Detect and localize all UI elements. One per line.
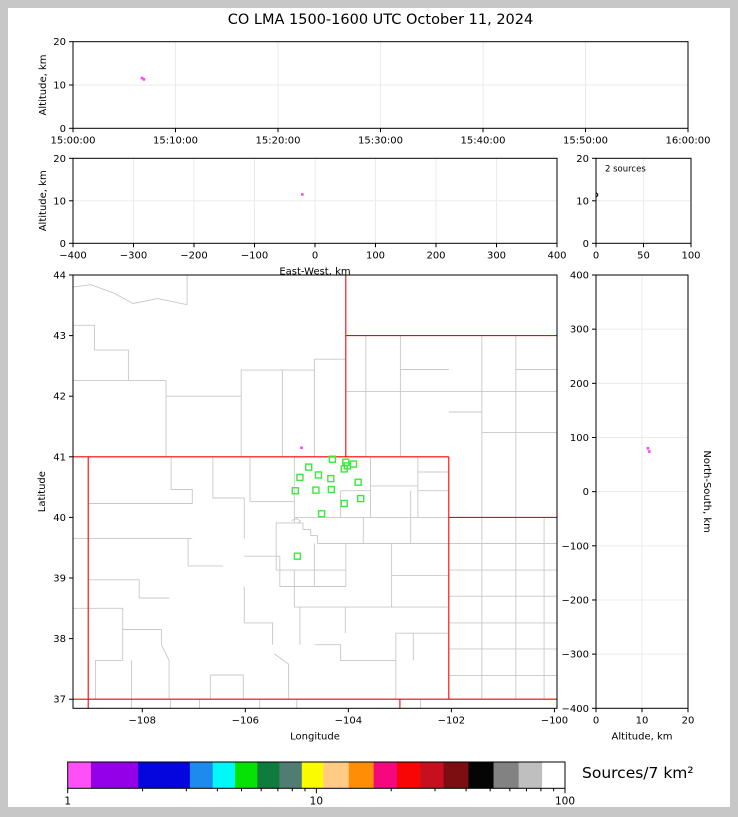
svg-text:−200: −200 bbox=[562, 595, 589, 606]
svg-text:42: 42 bbox=[53, 392, 66, 403]
svg-text:40: 40 bbox=[53, 513, 66, 524]
svg-text:37: 37 bbox=[53, 695, 66, 706]
svg-text:43: 43 bbox=[53, 331, 66, 342]
ns-height-panel: 0 10 20 400 300 200 100 0 −100 −200 −300 −400 Altitu… bbox=[562, 271, 712, 743]
svg-text:−100: −100 bbox=[241, 250, 268, 261]
svg-text:Longitude: Longitude bbox=[290, 731, 340, 742]
svg-text:15:00:00: 15:00:00 bbox=[51, 135, 96, 146]
svg-text:2 sources: 2 sources bbox=[605, 164, 646, 174]
svg-text:20: 20 bbox=[576, 154, 589, 165]
svg-text:−108: −108 bbox=[129, 715, 156, 726]
plot-title: CO LMA 1500-1600 UTC October 11, 2024 bbox=[227, 12, 534, 28]
svg-text:15:50:00: 15:50:00 bbox=[563, 135, 608, 146]
svg-text:100: 100 bbox=[570, 433, 589, 444]
svg-text:−400: −400 bbox=[562, 704, 589, 715]
svg-text:Altitude, km: Altitude, km bbox=[38, 55, 49, 116]
svg-text:15:20:00: 15:20:00 bbox=[256, 135, 301, 146]
svg-text:400: 400 bbox=[547, 250, 566, 261]
svg-text:−300: −300 bbox=[562, 650, 589, 661]
svg-text:−104: −104 bbox=[335, 715, 362, 726]
colorbar: 1 10 100 bbox=[64, 761, 575, 807]
svg-text:10: 10 bbox=[636, 715, 649, 726]
svg-text:0: 0 bbox=[593, 715, 599, 726]
ew-height-panel: −400 −300 −200 −100 0 100 200 300 400 0 10 20 East-W… bbox=[38, 154, 567, 277]
plan-view-map-panel: −108 −106 −104 −102 −100 37 38 39 40 41 42 43 44 Long… bbox=[37, 271, 568, 743]
svg-text:0: 0 bbox=[312, 250, 318, 261]
svg-text:1: 1 bbox=[64, 795, 71, 807]
colorbar-label: Sources/7 km² bbox=[582, 764, 694, 782]
svg-text:20: 20 bbox=[53, 154, 66, 165]
svg-text:20: 20 bbox=[682, 715, 695, 726]
svg-text:100: 100 bbox=[555, 795, 575, 807]
plot-page bbox=[8, 8, 730, 807]
svg-text:0: 0 bbox=[593, 250, 599, 261]
svg-text:−100: −100 bbox=[562, 541, 589, 552]
svg-text:North-South, km: North-South, km bbox=[701, 450, 712, 533]
svg-text:0: 0 bbox=[60, 239, 66, 250]
svg-text:300: 300 bbox=[487, 250, 506, 261]
time-height-panel: 15:00:00 15:10:00 15:20:00 15:30:00 15:40:00… bbox=[38, 37, 710, 146]
svg-text:10: 10 bbox=[310, 795, 323, 807]
svg-text:10: 10 bbox=[53, 81, 66, 92]
svg-text:0: 0 bbox=[583, 487, 589, 498]
svg-text:−100: −100 bbox=[541, 715, 568, 726]
svg-text:15:30:00: 15:30:00 bbox=[358, 135, 403, 146]
svg-text:0: 0 bbox=[583, 239, 589, 250]
svg-text:Altitude, km: Altitude, km bbox=[38, 170, 49, 231]
svg-text:16:00:00: 16:00:00 bbox=[666, 135, 711, 146]
svg-text:15:40:00: 15:40:00 bbox=[461, 135, 506, 146]
svg-text:38: 38 bbox=[53, 634, 66, 645]
svg-text:100: 100 bbox=[366, 250, 385, 261]
svg-text:0: 0 bbox=[60, 124, 66, 135]
svg-text:−200: −200 bbox=[180, 250, 207, 261]
svg-text:39: 39 bbox=[53, 574, 66, 585]
svg-text:200: 200 bbox=[570, 379, 589, 390]
altitude-histogram-panel: 0 50 100 0 10 20 2 sources bbox=[576, 154, 700, 261]
svg-text:−106: −106 bbox=[232, 715, 259, 726]
svg-text:400: 400 bbox=[570, 271, 589, 282]
svg-text:300: 300 bbox=[570, 325, 589, 336]
svg-text:10: 10 bbox=[576, 196, 589, 207]
svg-text:41: 41 bbox=[53, 452, 66, 463]
svg-text:20: 20 bbox=[53, 37, 66, 48]
svg-text:Latitude: Latitude bbox=[37, 471, 48, 512]
svg-text:10: 10 bbox=[53, 196, 66, 207]
svg-text:−300: −300 bbox=[120, 250, 147, 261]
svg-text:−102: −102 bbox=[438, 715, 465, 726]
svg-text:15:10:00: 15:10:00 bbox=[153, 135, 198, 146]
svg-text:−400: −400 bbox=[59, 250, 86, 261]
svg-text:50: 50 bbox=[637, 250, 650, 261]
svg-text:44: 44 bbox=[53, 271, 66, 282]
svg-text:100: 100 bbox=[681, 250, 700, 261]
svg-text:East-West, km: East-West, km bbox=[279, 266, 350, 277]
svg-text:200: 200 bbox=[426, 250, 445, 261]
svg-text:Altitude, km: Altitude, km bbox=[612, 731, 673, 742]
